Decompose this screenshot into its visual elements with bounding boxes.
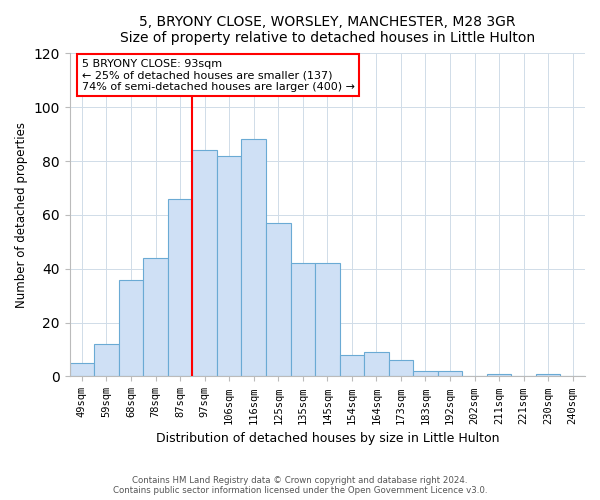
Bar xyxy=(438,371,462,376)
Bar xyxy=(70,363,94,376)
Bar xyxy=(119,280,143,376)
Bar xyxy=(143,258,168,376)
Bar xyxy=(413,371,438,376)
Text: Contains HM Land Registry data © Crown copyright and database right 2024.
Contai: Contains HM Land Registry data © Crown c… xyxy=(113,476,487,495)
Bar xyxy=(94,344,119,376)
Bar xyxy=(389,360,413,376)
Bar xyxy=(487,374,511,376)
Bar xyxy=(315,264,340,376)
Y-axis label: Number of detached properties: Number of detached properties xyxy=(15,122,28,308)
Bar xyxy=(193,150,217,376)
X-axis label: Distribution of detached houses by size in Little Hulton: Distribution of detached houses by size … xyxy=(155,432,499,445)
Bar xyxy=(340,355,364,376)
Bar xyxy=(217,156,241,376)
Bar xyxy=(168,198,193,376)
Bar xyxy=(241,140,266,376)
Text: 5 BRYONY CLOSE: 93sqm
← 25% of detached houses are smaller (137)
74% of semi-det: 5 BRYONY CLOSE: 93sqm ← 25% of detached … xyxy=(82,58,355,92)
Title: 5, BRYONY CLOSE, WORSLEY, MANCHESTER, M28 3GR
Size of property relative to detac: 5, BRYONY CLOSE, WORSLEY, MANCHESTER, M2… xyxy=(120,15,535,45)
Bar xyxy=(536,374,560,376)
Bar xyxy=(290,264,315,376)
Bar xyxy=(364,352,389,376)
Bar xyxy=(266,223,290,376)
